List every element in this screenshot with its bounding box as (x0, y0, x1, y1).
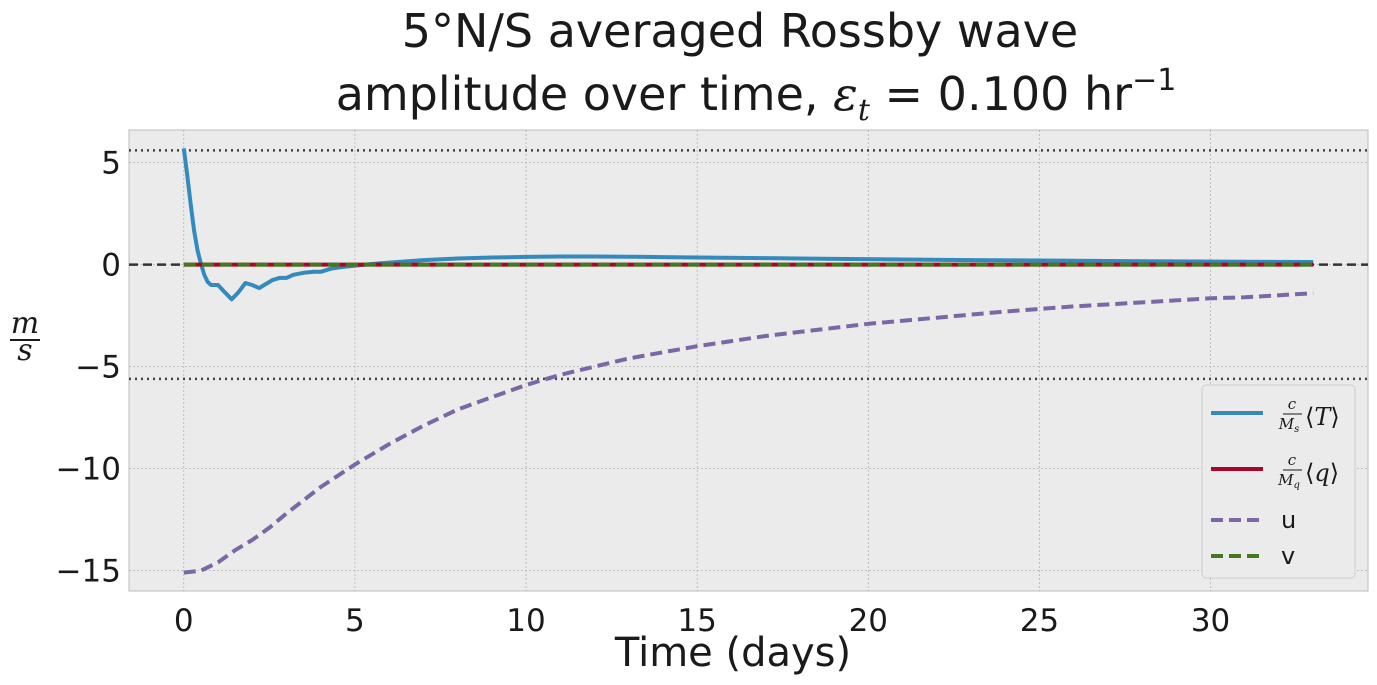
legend-T-bracket: ⟨T⟩ (1305, 403, 1340, 431)
y-tick-label: 0 (101, 248, 121, 284)
plot-area (128, 129, 1369, 592)
legend-q-den: Mq (1277, 471, 1300, 491)
x-tick-label: 0 (174, 603, 194, 639)
y-tick-label: −10 (56, 452, 121, 488)
legend-label-v: v (1281, 542, 1295, 570)
x-axis-label: Time (days) (614, 630, 851, 676)
title-epsilon-sub: t (858, 93, 871, 128)
x-tick-label: 10 (506, 603, 545, 639)
legend: c Ms ⟨T⟩ c Mq ⟨q⟩ u v (1201, 384, 1356, 579)
x-tick-label: 5 (345, 603, 365, 639)
chart-title-line-2: amplitude over time, εt = 0.100 hr−1 (336, 63, 1177, 128)
y-tick-label: −5 (75, 350, 121, 386)
legend-label-T: c Ms ⟨T⟩ (1278, 395, 1340, 435)
title-exponent: −1 (1132, 63, 1176, 98)
series-T (181, 148, 1314, 302)
legend-T-den: Ms (1278, 415, 1300, 435)
x-tick-label: 30 (1191, 603, 1230, 639)
y-label-numerator: m (11, 306, 39, 341)
ticks: 0 5 10 15 20 25 30 5 0 −5 −10 −15 (56, 146, 1231, 639)
title-value: = 0.100 hr (870, 67, 1132, 121)
title-prefix: amplitude over time, (336, 67, 833, 121)
y-tick-label: 5 (101, 146, 121, 182)
legend-q-num: c (1288, 451, 1297, 469)
series (181, 148, 1314, 575)
legend-label-u: u (1281, 506, 1296, 534)
title-epsilon: ε (833, 67, 858, 121)
legend-q-bracket: ⟨q⟩ (1305, 459, 1339, 487)
legend-T-num: c (1288, 395, 1297, 413)
chart-title-line-1: 5°N/S averaged Rossby wave (402, 4, 1078, 58)
x-tick-label: 20 (849, 603, 888, 639)
series-u (183, 291, 1314, 575)
legend-box (1201, 384, 1356, 579)
x-tick-label: 15 (677, 603, 716, 639)
y-tick-label: −15 (56, 554, 121, 590)
x-tick-label: 25 (1020, 603, 1059, 639)
y-label-denominator: s (17, 333, 32, 368)
legend-label-q: c Mq ⟨q⟩ (1277, 451, 1339, 491)
y-axis-label: m s (10, 306, 40, 368)
